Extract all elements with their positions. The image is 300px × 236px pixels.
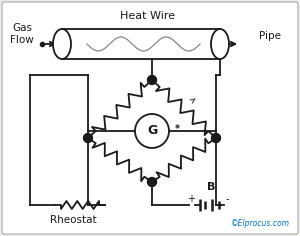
Circle shape xyxy=(135,114,169,148)
Text: Heat Wire: Heat Wire xyxy=(120,11,176,21)
Text: Rheostat: Rheostat xyxy=(50,215,96,225)
Text: ©Elprocus.com: ©Elprocus.com xyxy=(231,219,290,228)
Text: G: G xyxy=(147,125,157,138)
Text: Pipe: Pipe xyxy=(259,31,281,41)
Text: -: - xyxy=(225,194,229,204)
Text: Gas
Flow: Gas Flow xyxy=(10,23,34,45)
Ellipse shape xyxy=(53,29,71,59)
Text: +: + xyxy=(187,194,195,204)
Ellipse shape xyxy=(211,29,229,59)
Circle shape xyxy=(148,177,157,186)
Text: B: B xyxy=(207,182,215,192)
Circle shape xyxy=(212,134,220,143)
FancyBboxPatch shape xyxy=(2,2,298,234)
Circle shape xyxy=(83,134,92,143)
Circle shape xyxy=(148,76,157,84)
Bar xyxy=(62,29,220,59)
